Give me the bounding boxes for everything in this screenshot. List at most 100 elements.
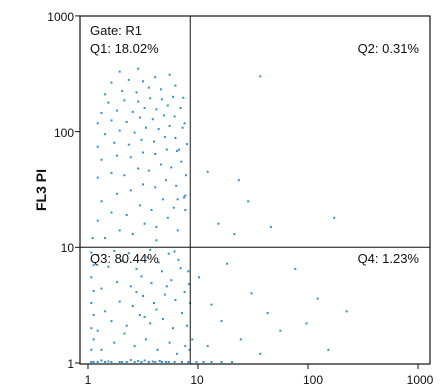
data-point — [206, 345, 209, 348]
data-point — [143, 316, 146, 318]
data-point — [198, 276, 200, 279]
x-tick-label-10: 10 — [190, 373, 204, 387]
data-point — [137, 67, 140, 70]
data-point — [188, 348, 191, 351]
data-point — [92, 361, 95, 363]
data-point — [107, 101, 110, 104]
data-point — [305, 322, 308, 325]
data-point — [183, 196, 185, 199]
data-point — [173, 250, 176, 253]
data-point — [150, 282, 153, 285]
data-point — [202, 361, 205, 363]
data-point — [138, 116, 141, 119]
data-point — [176, 229, 179, 232]
data-point — [129, 285, 132, 288]
data-point — [113, 141, 116, 144]
data-point — [158, 360, 161, 362]
data-point — [118, 361, 121, 363]
data-point — [96, 122, 99, 125]
data-point — [118, 129, 121, 132]
data-point — [173, 361, 176, 363]
data-point — [174, 84, 177, 87]
data-point — [100, 359, 103, 362]
data-point — [110, 119, 113, 122]
data-point — [143, 222, 146, 225]
data-point — [125, 324, 128, 327]
quadrant-label-q3: Q3: 80.44% — [90, 251, 159, 266]
data-point — [220, 361, 223, 363]
data-point — [175, 150, 178, 152]
data-point — [145, 126, 147, 129]
data-point — [220, 320, 223, 323]
data-point — [170, 166, 173, 169]
data-point — [96, 145, 99, 148]
data-point — [104, 310, 107, 313]
data-point — [183, 122, 186, 125]
data-point — [191, 338, 194, 341]
data-point — [118, 300, 121, 303]
data-point — [167, 252, 170, 255]
y-tick-label-100: 100 — [54, 126, 74, 140]
data-point — [147, 86, 150, 89]
data-point — [96, 219, 99, 222]
quadrant-label-q2: Q2: 0.31% — [358, 41, 420, 56]
data-point — [237, 179, 240, 182]
data-point — [118, 70, 121, 73]
data-point — [179, 267, 182, 270]
data-point — [100, 200, 103, 203]
data-point — [137, 167, 140, 170]
data-point — [90, 361, 93, 363]
data-point — [183, 291, 186, 294]
data-point — [165, 148, 168, 151]
data-point — [206, 170, 209, 173]
data-point — [168, 73, 171, 76]
y-axis-title: FL3 PI — [33, 169, 49, 211]
data-point — [123, 332, 126, 335]
data-point — [90, 348, 93, 351]
data-point — [125, 121, 128, 123]
data-point — [217, 222, 220, 225]
data-point — [210, 361, 213, 363]
data-point — [154, 153, 157, 155]
plot-frame — [79, 15, 431, 365]
data-point — [151, 118, 154, 121]
data-point — [187, 361, 190, 363]
data-point — [316, 297, 319, 300]
data-point — [129, 189, 132, 192]
data-point — [135, 91, 138, 94]
data-point — [259, 352, 262, 355]
data-point — [233, 233, 236, 236]
quadrant-label-q4: Q4: 1.23% — [358, 251, 420, 266]
data-point — [110, 320, 113, 323]
data-point — [123, 99, 126, 102]
data-point — [91, 237, 94, 240]
data-point — [96, 361, 99, 363]
data-point — [110, 81, 113, 84]
data-point — [184, 345, 187, 348]
data-point — [149, 97, 152, 100]
data-point — [143, 107, 146, 109]
data-point — [175, 352, 178, 355]
data-point — [90, 327, 93, 330]
data-point — [104, 93, 107, 96]
data-point — [121, 260, 124, 263]
data-point — [140, 361, 143, 363]
data-point — [110, 171, 113, 174]
data-point — [140, 138, 143, 141]
data-point — [231, 361, 234, 363]
data-point — [155, 225, 158, 228]
data-point — [116, 109, 119, 112]
data-point — [160, 361, 163, 363]
y-tick-label-10: 10 — [61, 241, 75, 255]
data-point — [176, 198, 179, 201]
data-point — [138, 204, 141, 207]
data-point — [146, 256, 149, 259]
data-point — [279, 329, 282, 332]
data-point — [133, 361, 136, 363]
data-point — [125, 361, 128, 363]
data-point — [210, 303, 213, 306]
data-point — [157, 128, 160, 131]
data-point — [178, 148, 181, 151]
x-tick-label-1: 1 — [85, 373, 92, 387]
